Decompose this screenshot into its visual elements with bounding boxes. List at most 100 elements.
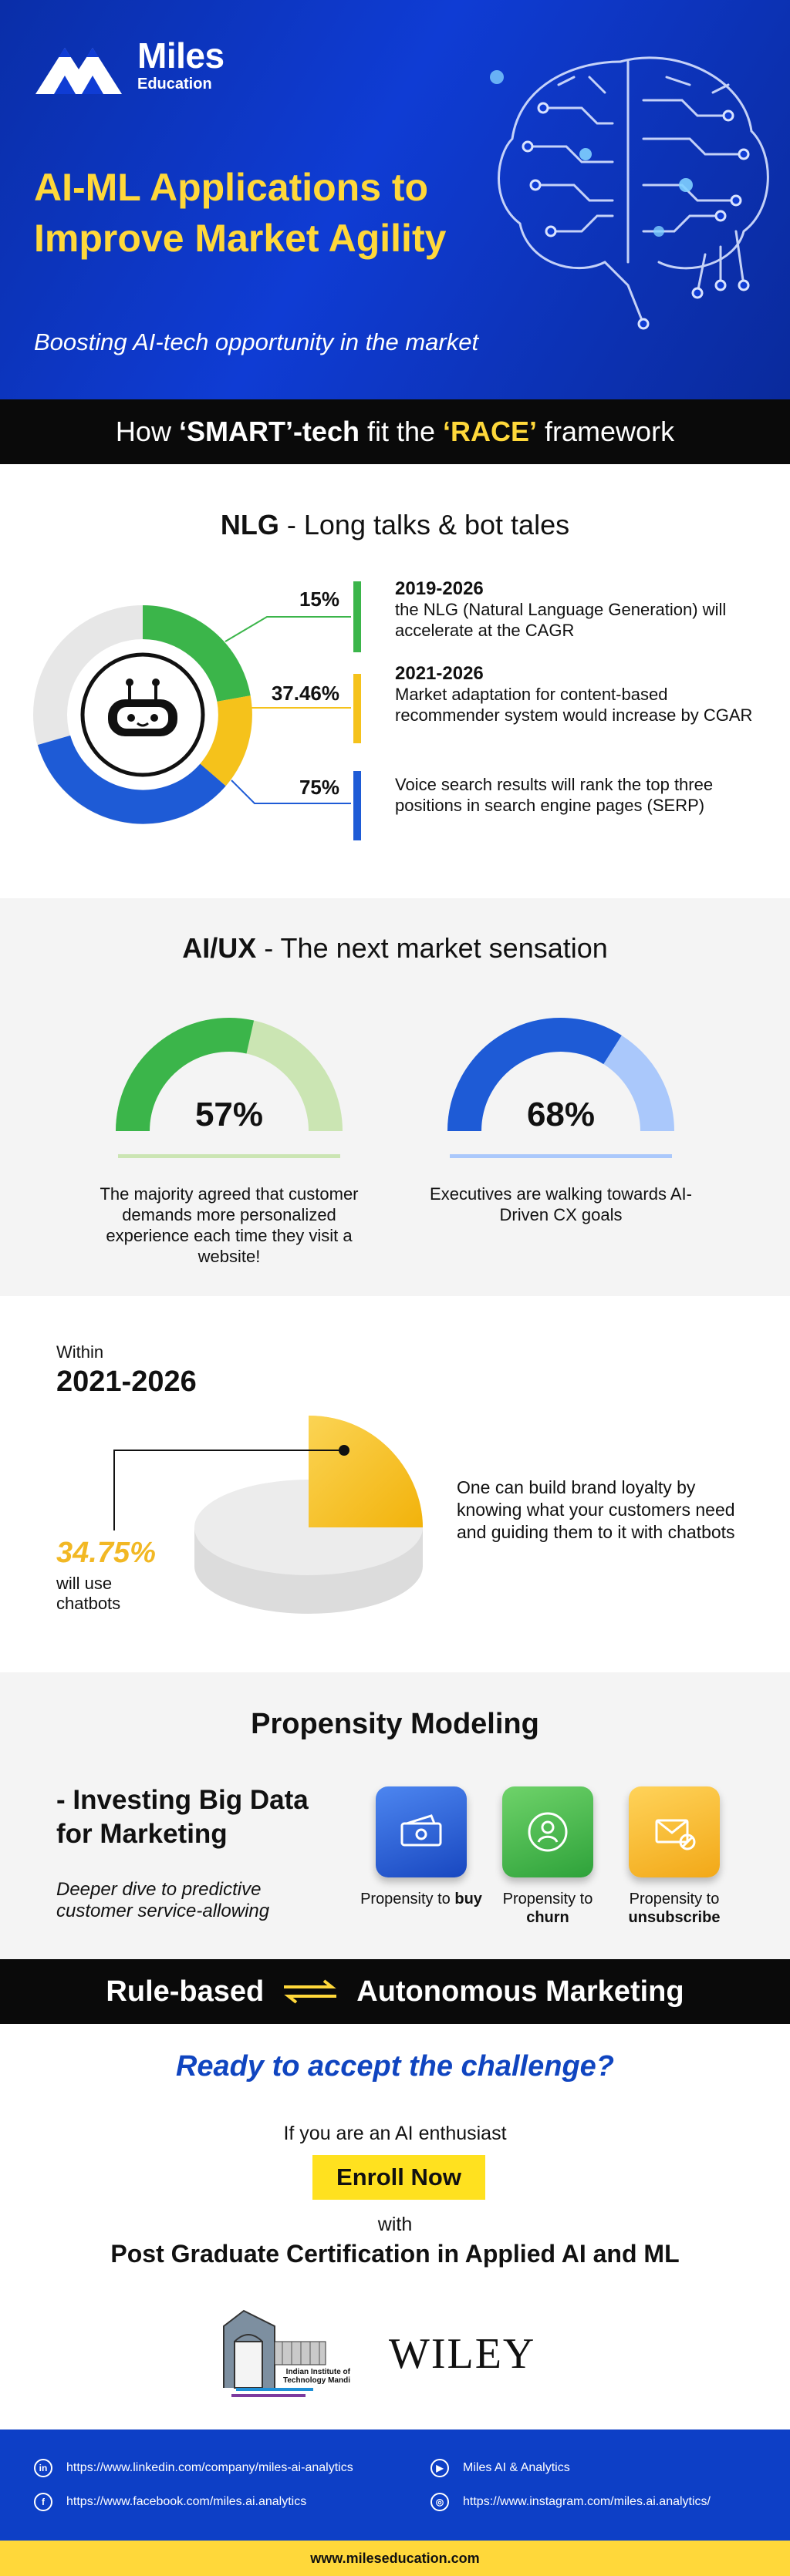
banner-text-smart: ‘SMART’-tech bbox=[178, 416, 360, 447]
gauge-2-caption: Executives are walking towards AI-Driven… bbox=[430, 1184, 692, 1224]
hero-section: Miles Education AI-ML Applications to Im… bbox=[0, 0, 790, 399]
gauge-1-arc bbox=[116, 1017, 343, 1132]
gauge-1-underline bbox=[118, 1154, 340, 1158]
nlg-title-bold: NLG bbox=[220, 509, 279, 540]
gauge-1: 57% The majority agreed that customer de… bbox=[100, 1015, 359, 1266]
money-icon bbox=[376, 1786, 467, 1877]
footer: in https://www.linkedin.com/company/mile… bbox=[0, 2430, 790, 2541]
aiux-title-rest: - The next market sensation bbox=[256, 932, 608, 964]
gauge-1-caption: The majority agreed that customer demand… bbox=[100, 1184, 359, 1266]
enthusiast-text: If you are an AI enthusiast bbox=[283, 2123, 507, 2144]
chatbot-leader-line bbox=[113, 1445, 349, 1530]
youtube-link[interactable]: ▶ Miles AI & Analytics bbox=[430, 2459, 570, 2477]
propensity-bold-unsubscribe: unsubscribe bbox=[628, 1909, 721, 1926]
will-use-label: will use chatbots bbox=[56, 1574, 121, 1613]
iit-text: Indian Institute of Technology Mandi bbox=[282, 2368, 350, 2385]
nlg-leader-lines bbox=[225, 616, 351, 804]
nlg-bar-1 bbox=[353, 581, 361, 652]
linkedin-link[interactable]: in https://www.linkedin.com/company/mile… bbox=[34, 2459, 353, 2477]
banner-text-post: framework bbox=[537, 416, 675, 447]
miles-logo[interactable]: Miles Education bbox=[34, 32, 225, 97]
aiux-title: AI/UX - The next market sensation bbox=[0, 932, 790, 965]
rule-autonomous-banner: Rule-based Autonomous Marketing bbox=[0, 1959, 790, 2024]
nlg-pct-3: 75% bbox=[299, 776, 339, 799]
nlg-text-1: the NLG (Natural Language Generation) wi… bbox=[395, 600, 727, 640]
propensity-label-unsubscribe: Propensity to unsubscribe bbox=[613, 1890, 736, 1927]
nlg-year-2: 2021-2026 bbox=[395, 663, 484, 684]
propensity-pre-churn: Propensity to bbox=[502, 1891, 593, 1908]
hero-title: AI-ML Applications to Improve Market Agi… bbox=[34, 166, 447, 260]
with-text: with bbox=[377, 2214, 413, 2235]
donut-segment-blue bbox=[37, 735, 226, 824]
instagram-link[interactable]: ◎ https://www.instagram.com/miles.ai.ana… bbox=[430, 2493, 711, 2511]
mail-unsubscribe-icon bbox=[629, 1786, 720, 1877]
autonomous-label: Autonomous Marketing bbox=[356, 1975, 684, 2008]
robot-icon bbox=[108, 679, 177, 736]
donut-segment-yellow bbox=[199, 695, 252, 786]
instagram-url: https://www.instagram.com/miles.ai.analy… bbox=[463, 2495, 711, 2508]
facebook-link[interactable]: f https://www.facebook.com/miles.ai.anal… bbox=[34, 2493, 306, 2511]
logo-name: Miles bbox=[137, 35, 225, 76]
facebook-icon: f bbox=[34, 2493, 52, 2511]
nlg-bar-2 bbox=[353, 674, 361, 743]
propensity-card-unsubscribe: Propensity to unsubscribe bbox=[628, 1786, 721, 1927]
propensity-pre-buy: Propensity to bbox=[360, 1891, 455, 1908]
nlg-title-rest: - Long talks & bot tales bbox=[279, 509, 570, 540]
program-title: Post Graduate Certification in Applied A… bbox=[110, 2240, 680, 2268]
propensity-section: Propensity Modeling - Investing Big Data… bbox=[0, 1672, 790, 1959]
youtube-name: Miles AI & Analytics bbox=[463, 2461, 570, 2474]
user-churn-icon bbox=[502, 1786, 593, 1877]
aiux-title-bold: AI/UX bbox=[182, 932, 257, 964]
brain-circuit-icon bbox=[490, 56, 769, 330]
iit-mandi-logo: Indian Institute of Technology Mandi bbox=[221, 2295, 350, 2403]
gauge-2: 68% Executives are walking towards AI-Dr… bbox=[430, 1015, 692, 1231]
banner-text-pre: How bbox=[115, 416, 179, 447]
propensity-pre-unsubscribe: Propensity to bbox=[629, 1891, 720, 1908]
race-framework-banner: How ‘SMART’-tech fit the ‘RACE’ framewor… bbox=[0, 399, 790, 464]
nlg-text-2: Market adaptation for content-based reco… bbox=[395, 685, 753, 725]
aiux-section: AI/UX - The next market sensation 57% Th… bbox=[0, 898, 790, 1296]
hero-subtitle: Boosting AI-tech opportunity in the mark… bbox=[34, 328, 479, 355]
gauge-2-value: 68% bbox=[526, 1096, 596, 1133]
mountain-logo-icon bbox=[35, 48, 122, 94]
youtube-icon: ▶ bbox=[430, 2459, 449, 2477]
donut-segment-green bbox=[142, 605, 251, 702]
iit-building-icon bbox=[223, 2309, 326, 2397]
propensity-card-churn: Propensity to churn bbox=[501, 1786, 594, 1927]
chatbot-percent: 34.75% bbox=[56, 1537, 156, 1569]
within-label: Within bbox=[56, 1342, 104, 1362]
chatbot-description: One can build brand loyalty by knowing w… bbox=[457, 1477, 735, 1542]
banner-text-mid: fit the bbox=[359, 416, 444, 447]
chatbot-pie-chart bbox=[194, 1416, 423, 1614]
ready-heading: Ready to accept the challenge? bbox=[175, 2050, 615, 2083]
nlg-text-3: Voice search results will rank the top t… bbox=[395, 775, 714, 815]
nlg-item-2: 2021-2026 Market adaptation for content-… bbox=[395, 663, 758, 726]
gauge-2-arc bbox=[447, 1018, 674, 1132]
nlg-item-1: 2019-2026 the NLG (Natural Language Gene… bbox=[395, 578, 758, 641]
facebook-url: https://www.facebook.com/miles.ai.analyt… bbox=[66, 2495, 307, 2508]
instagram-icon: ◎ bbox=[430, 2493, 449, 2511]
enroll-now-button[interactable]: Enroll Now bbox=[312, 2155, 485, 2200]
nlg-pct-2: 37.46% bbox=[271, 682, 339, 705]
propensity-subtitle: Deeper dive to predictive customer servi… bbox=[56, 1879, 270, 1921]
nlg-item-3: Voice search results will rank the top t… bbox=[395, 774, 758, 816]
nlg-donut-chart bbox=[33, 605, 252, 824]
nlg-year-1: 2019-2026 bbox=[395, 578, 484, 599]
propensity-title: Propensity Modeling bbox=[251, 1708, 539, 1740]
nlg-title: NLG - Long talks & bot tales bbox=[0, 509, 790, 541]
nlg-bar-3 bbox=[353, 771, 361, 840]
propensity-card-buy: Propensity to buy bbox=[360, 1786, 482, 1908]
gauge-1-value: 57% bbox=[194, 1096, 264, 1133]
banner-text-race: ‘RACE’ bbox=[443, 416, 538, 447]
website-link[interactable]: www.mileseducation.com bbox=[0, 2541, 790, 2576]
propensity-label-churn: Propensity to churn bbox=[486, 1890, 609, 1927]
propensity-bold-buy: buy bbox=[454, 1891, 482, 1908]
propensity-heading: - Investing Big Data for Marketing bbox=[56, 1785, 309, 1849]
linkedin-icon: in bbox=[34, 2459, 52, 2477]
cta-section: Ready to accept the challenge? If you ar… bbox=[0, 2024, 790, 2430]
nlg-section: NLG - Long talks & bot tales 15% 2019-20… bbox=[0, 464, 790, 898]
gauge-2-underline bbox=[450, 1154, 672, 1158]
propensity-bold-churn: churn bbox=[526, 1909, 569, 1926]
chatbot-section: Within 2021-2026 34.75% will use chatbot… bbox=[0, 1296, 790, 1672]
wiley-logo: WILEY bbox=[389, 2330, 536, 2378]
